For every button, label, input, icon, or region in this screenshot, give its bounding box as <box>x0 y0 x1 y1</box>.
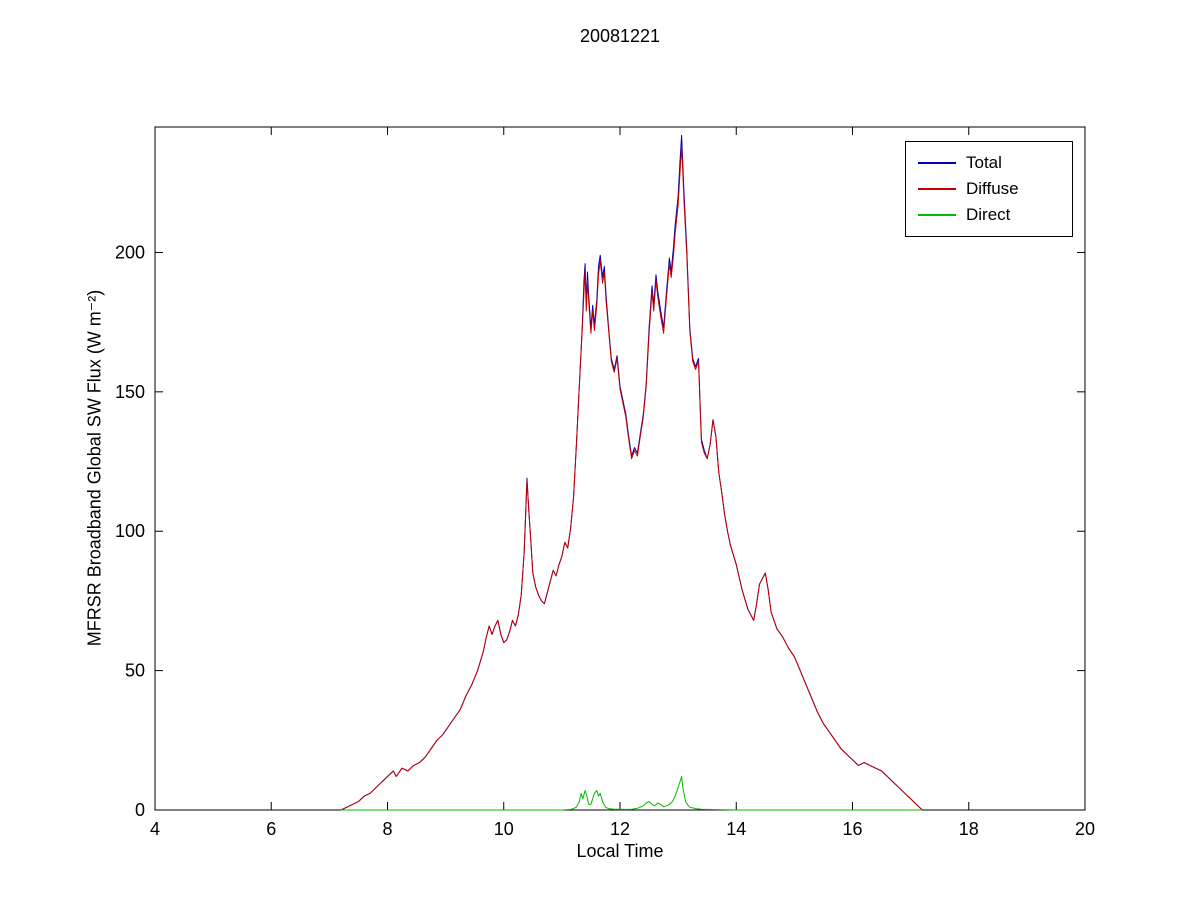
y-tick-label: 50 <box>125 661 145 681</box>
x-tick-label: 20 <box>1075 819 1095 839</box>
y-tick-label: 200 <box>115 242 145 262</box>
x-tick-label: 8 <box>382 819 392 839</box>
chart-title: 20081221 <box>579 26 661 46</box>
y-tick-label: 100 <box>115 521 145 541</box>
y-tick-label: 0 <box>135 800 145 820</box>
legend: Total Diffuse Direct <box>905 141 1073 237</box>
legend-label-diffuse: Diffuse <box>966 179 1019 198</box>
x-axis-label: Local Time <box>576 841 664 861</box>
x-tick-label: 4 <box>150 819 160 839</box>
legend-label-direct: Direct <box>966 205 1011 224</box>
legend-line-diffuse-icon <box>918 188 956 190</box>
legend-line-direct-icon <box>918 214 956 216</box>
legend-label-total: Total <box>966 153 1002 172</box>
x-tick-label: 16 <box>842 819 862 839</box>
x-tick-label: 18 <box>959 819 979 839</box>
legend-item-diffuse: Diffuse <box>906 176 1072 202</box>
series-line-direct <box>341 776 923 811</box>
series-line-total <box>340 134 923 811</box>
legend-item-direct: Direct <box>906 202 1072 228</box>
x-tick-label: 14 <box>726 819 746 839</box>
y-tick-label: 150 <box>115 382 145 402</box>
y-axis-label: MFRSR Broadband Global SW Flux (W m⁻²) <box>84 289 105 647</box>
legend-item-total: Total <box>906 150 1072 176</box>
series-line-diffuse <box>340 146 923 811</box>
x-tick-label: 10 <box>494 819 514 839</box>
x-tick-label: 12 <box>610 819 630 839</box>
legend-line-total-icon <box>918 162 956 164</box>
x-tick-label: 6 <box>266 819 276 839</box>
